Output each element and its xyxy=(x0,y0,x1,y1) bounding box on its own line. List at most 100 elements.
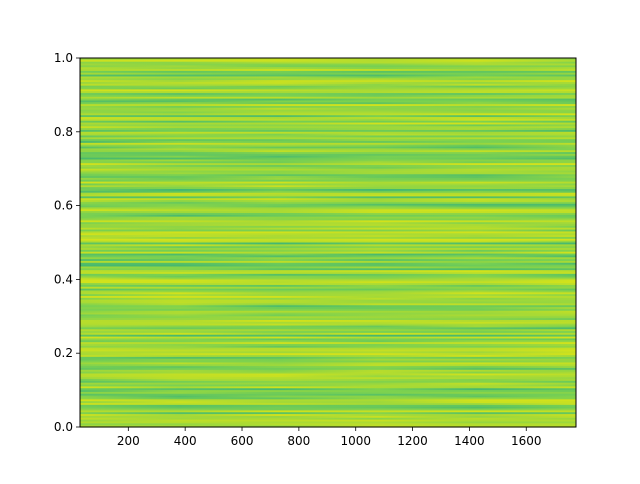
heatmap-row xyxy=(80,139,576,142)
plot-area xyxy=(80,58,576,428)
heatmap-row xyxy=(80,286,576,290)
heatmap-row xyxy=(80,168,576,172)
heatmap-row xyxy=(80,399,576,402)
heatmap-row xyxy=(80,283,576,286)
heatmap-row xyxy=(80,115,576,118)
heatmap-row xyxy=(80,266,576,269)
heatmap-row xyxy=(80,415,576,419)
x-tick-label: 800 xyxy=(287,434,310,448)
heatmap-row xyxy=(80,294,576,297)
heatmap-row xyxy=(80,303,576,306)
heatmap-row xyxy=(80,345,576,349)
heatmap-row xyxy=(80,367,576,371)
heatmap-row xyxy=(80,288,576,292)
heatmap-row xyxy=(80,185,576,188)
heatmap-row xyxy=(80,279,576,282)
heatmap-row xyxy=(80,292,576,295)
heatmap-row xyxy=(80,336,576,340)
heatmap-row xyxy=(80,165,576,168)
heatmap-row xyxy=(80,244,576,247)
heatmap-row xyxy=(80,85,576,89)
heatmap-row xyxy=(80,63,576,66)
heatmap-row xyxy=(80,419,576,423)
heatmap-row xyxy=(80,117,576,120)
x-tick-label: 1400 xyxy=(454,434,485,448)
heatmap-row xyxy=(80,179,576,183)
heatmap-row xyxy=(80,406,576,410)
heatmap-row xyxy=(80,94,576,98)
heatmap-row xyxy=(80,120,576,124)
heatmap-row xyxy=(80,124,576,127)
heatmap-row xyxy=(80,358,576,362)
heatmap-row xyxy=(80,233,576,236)
heatmap-row xyxy=(80,327,576,330)
heatmap-row xyxy=(80,211,576,214)
heatmap-row xyxy=(80,273,576,277)
heatmap-row xyxy=(80,403,576,406)
heatmap-row xyxy=(80,272,576,275)
heatmap-row xyxy=(80,329,576,332)
heatmap-row xyxy=(80,59,576,63)
heatmap-row xyxy=(80,105,576,109)
y-tick-label: 0.2 xyxy=(54,346,73,360)
heatmap-row xyxy=(80,290,576,293)
heatmap-row xyxy=(80,72,576,76)
heatmap-row xyxy=(80,170,576,173)
heatmap-row xyxy=(80,89,576,92)
heatmap-row xyxy=(80,172,576,175)
axes-frame xyxy=(79,57,577,428)
heatmap-row xyxy=(80,401,576,404)
x-tick-label: 600 xyxy=(231,434,254,448)
x-axis: 200 400 600 800 1000 1200 1400 1600 xyxy=(117,427,542,448)
heatmap-row xyxy=(80,225,576,229)
heatmap-row xyxy=(80,342,576,345)
heatmap-row xyxy=(80,380,576,384)
heatmap-row xyxy=(80,102,576,105)
heatmap-row xyxy=(80,198,576,201)
heatmap-row xyxy=(80,366,576,369)
heatmap-row xyxy=(80,410,576,413)
heatmap-row xyxy=(80,122,576,126)
heatmap-row xyxy=(80,67,576,70)
heatmap-row xyxy=(80,161,576,164)
x-tick-label: 1200 xyxy=(397,434,428,448)
heatmap-row xyxy=(80,284,576,288)
heatmap-row xyxy=(80,222,576,225)
heatmap-row xyxy=(80,248,576,251)
heatmap-row xyxy=(80,331,576,334)
heatmap-row xyxy=(80,355,576,358)
heatmap-row xyxy=(80,417,576,421)
heatmap-row xyxy=(80,163,576,166)
heatmap-row xyxy=(80,212,576,216)
heatmap-row xyxy=(80,107,576,111)
heatmap-row xyxy=(80,347,576,351)
heatmap-row xyxy=(80,152,576,155)
heatmap-row xyxy=(80,87,576,90)
heatmap-row xyxy=(80,187,576,190)
heatmap-row xyxy=(80,371,576,375)
heatmap-row xyxy=(80,321,576,325)
heatmap-row xyxy=(80,65,576,68)
heatmap-row xyxy=(80,129,576,133)
heatmap-row xyxy=(80,259,576,262)
heatmap-row xyxy=(80,249,576,253)
heatmap-row xyxy=(80,253,576,257)
heatmap-row xyxy=(80,393,576,397)
heatmap-row xyxy=(80,404,576,408)
heatmap-row xyxy=(80,155,576,159)
heatmap-row xyxy=(80,207,576,210)
heatmap-row xyxy=(80,421,576,424)
y-tick-label: 0.8 xyxy=(54,125,73,139)
heatmap-row xyxy=(80,349,576,352)
heatmap-row xyxy=(80,137,576,140)
heatmap-row xyxy=(80,148,576,151)
heatmap-row xyxy=(80,301,576,304)
heatmap-row xyxy=(80,384,576,387)
heatmap-row xyxy=(80,100,576,103)
heatmap-row xyxy=(80,334,576,338)
heatmap-row xyxy=(80,364,576,367)
heatmap-row xyxy=(80,111,576,114)
heatmap-row xyxy=(80,157,576,161)
heatmap-row xyxy=(80,325,576,328)
heatmap-row xyxy=(80,218,576,221)
